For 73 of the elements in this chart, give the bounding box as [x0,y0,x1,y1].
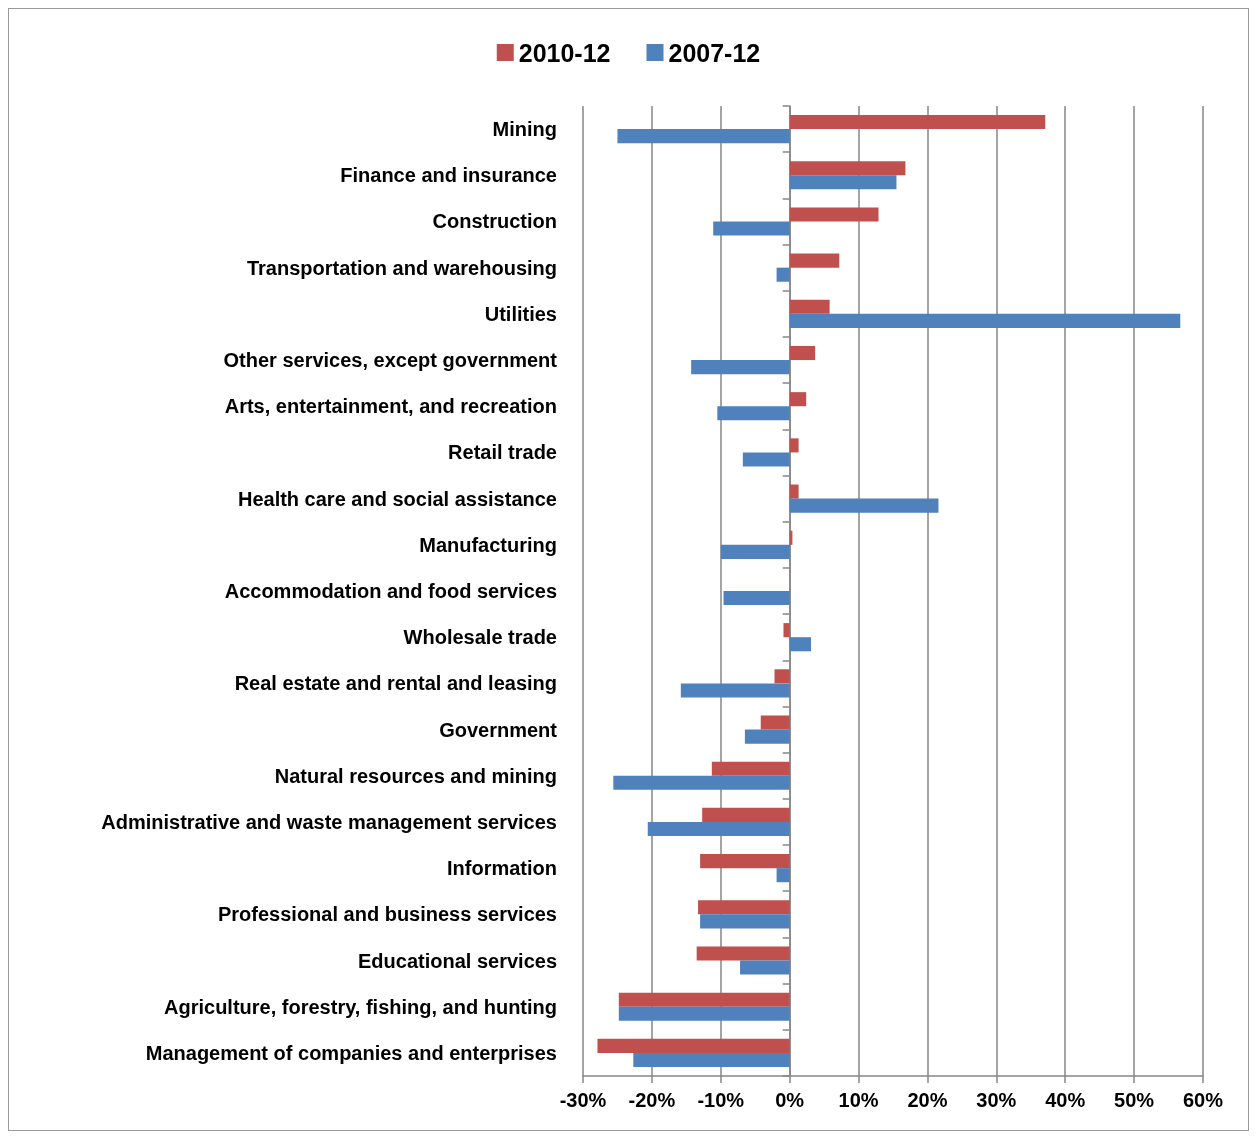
bar [597,1038,790,1053]
bar [618,1006,790,1021]
bar [789,345,816,361]
x-tick-label: -20% [628,1089,676,1111]
x-tick-label: 20% [907,1089,948,1111]
bar [789,253,840,268]
x-tick-label: 50% [1114,1089,1155,1111]
bar [789,438,799,453]
y-tick-label: Other services, except government [223,349,558,372]
bar [744,729,790,744]
bar [720,544,790,559]
bar [700,914,790,929]
y-tick-label: Educational services [358,949,557,972]
bar [702,807,790,822]
bar [618,992,790,1007]
bar [617,129,790,144]
y-tick-label: Government [439,718,558,741]
bar [713,221,790,236]
y-tick-label: Administrative and waste management services [101,810,557,833]
x-tick-label: -30% [559,1089,607,1111]
bar [633,1052,790,1067]
x-tick-label: 60% [1182,1089,1224,1111]
bar [789,299,830,314]
bar [789,498,939,513]
y-tick-label: Transportation and warehousing [246,256,557,279]
bar [700,854,790,869]
bar [711,761,790,776]
y-tick-label: Finance and insurance [340,164,557,187]
bar [742,452,790,467]
bar [723,591,790,606]
bar [789,637,812,652]
bar [647,821,790,837]
bar [613,775,790,790]
x-tick-label: -10% [697,1089,745,1111]
bar [760,715,790,730]
x-tick-label: 0% [775,1089,805,1111]
bar [776,868,790,883]
bar [740,960,790,975]
bar [789,313,1181,328]
y-tick-label: Wholesale trade [403,626,557,649]
y-tick-label: Retail trade [448,441,557,464]
y-tick-label: Information [447,857,557,880]
bar [789,161,906,176]
bar [776,267,790,282]
y-tick-label: Management of companies and enterprises [145,1041,557,1064]
bar [680,683,790,698]
y-tick-label: Health care and social assistance [237,487,557,510]
legend-label: 2010-12 [518,38,611,67]
x-tick-label: 10% [838,1089,879,1111]
y-tick-label: Real estate and rental and leasing [234,672,557,695]
legend-label: 2007-12 [668,38,761,67]
bar [696,946,790,961]
bar [691,360,790,375]
y-tick-label: Accommodation and food services [224,580,557,602]
bar [789,392,807,407]
bar [783,623,790,638]
x-tick-label: 40% [1045,1089,1086,1111]
y-tick-label: Construction [432,210,557,233]
y-tick-label: Utilities [484,302,557,325]
y-tick-label: Natural resources and mining [274,764,557,787]
x-tick-label: 30% [976,1089,1017,1111]
bar [774,669,790,684]
bar [698,900,790,915]
y-tick-label: Arts, entertainment, and recreation [224,395,557,418]
y-tick-label: Mining [492,118,557,141]
bar [789,175,897,190]
bar [789,484,799,499]
y-tick-label: Professional and business services [217,903,557,926]
bar [789,207,879,222]
bar [789,115,1046,130]
y-tick-label: Manufacturing [419,533,557,556]
bar [717,406,790,421]
y-tick-label: Agriculture, forestry, fishing, and hunting [164,995,557,1018]
